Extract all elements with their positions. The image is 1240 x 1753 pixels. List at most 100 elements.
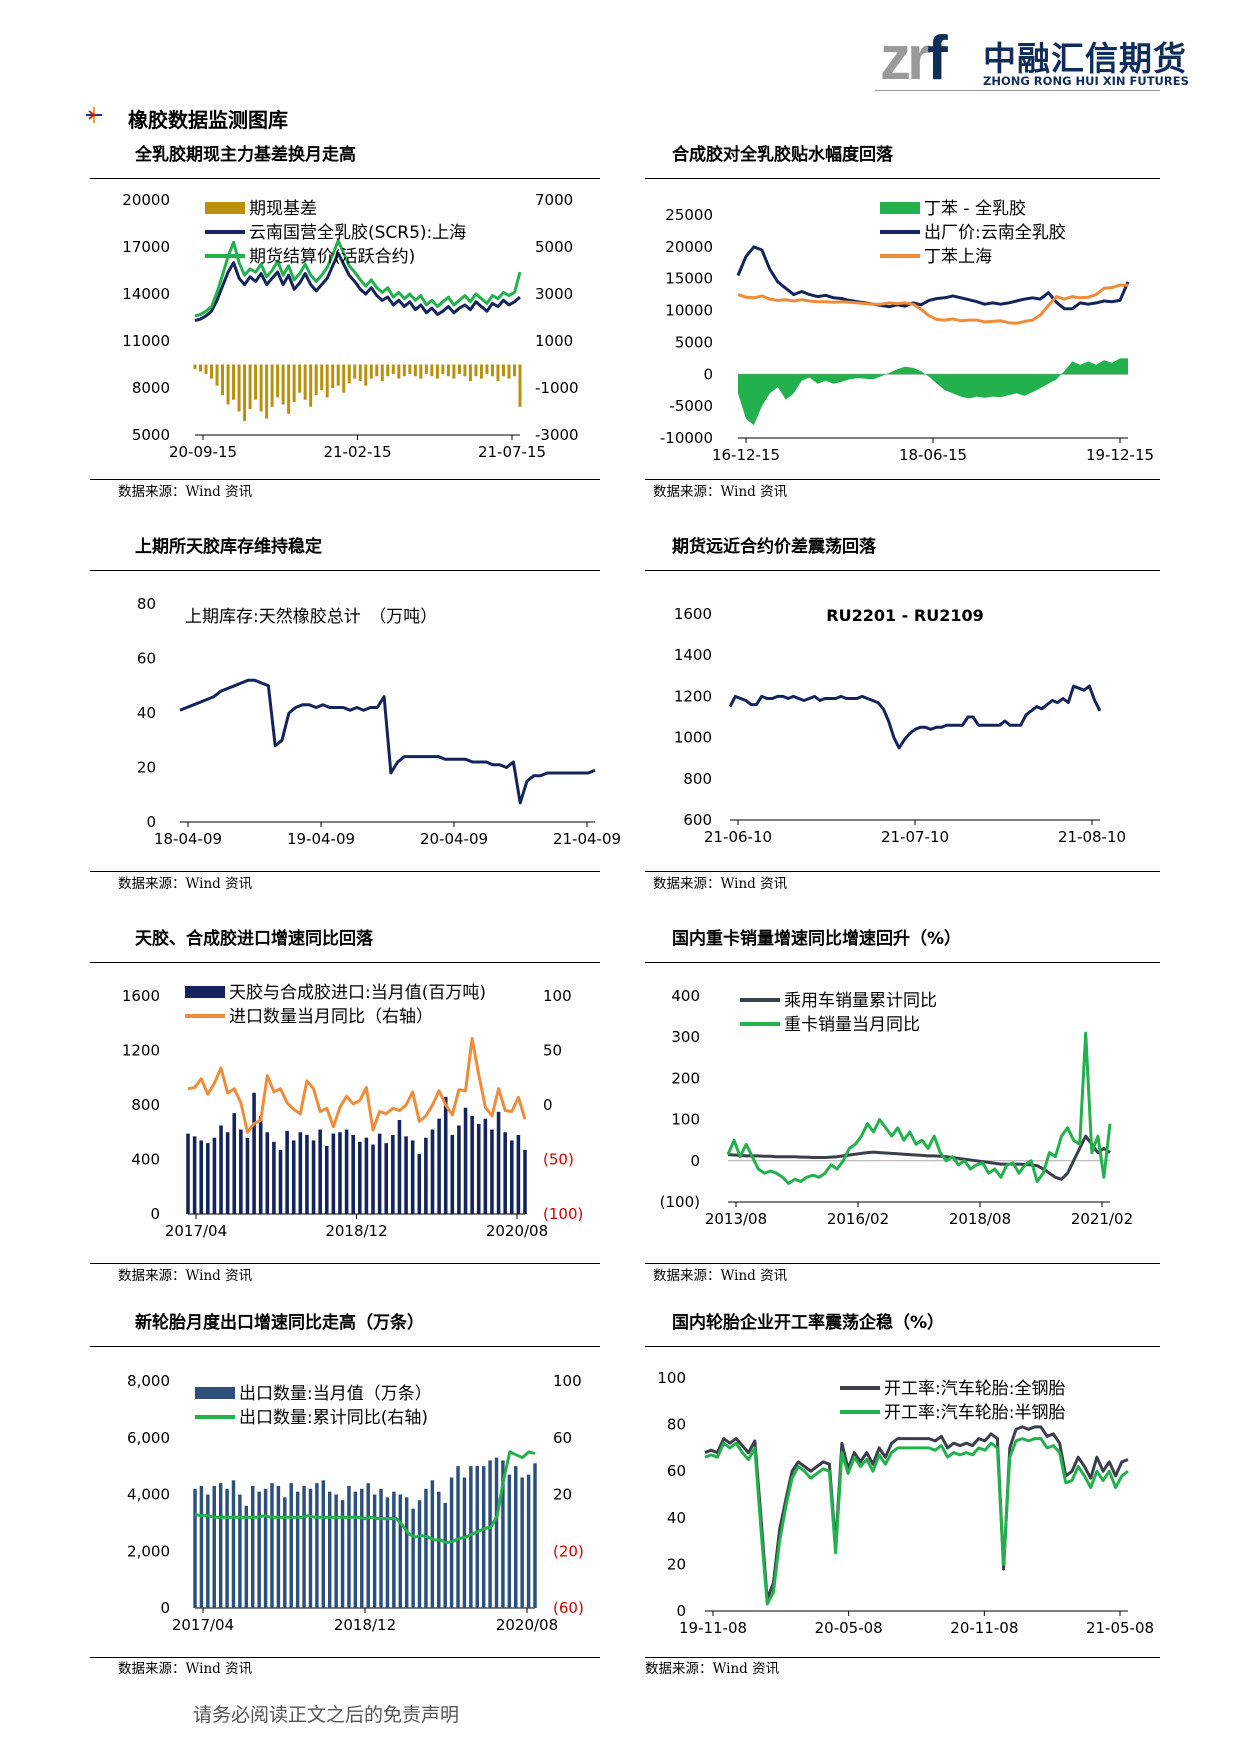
bar-mark bbox=[385, 1497, 390, 1608]
y-tick-label: 20 bbox=[667, 1555, 686, 1573]
y-tick-label: 400 bbox=[671, 987, 700, 1005]
bar-mark bbox=[225, 1488, 229, 1608]
chart-source: 数据来源：Wind 资讯 bbox=[653, 876, 788, 892]
bar-mark bbox=[391, 1134, 395, 1214]
y-tick-label: 5000 bbox=[675, 333, 713, 351]
bar-mark bbox=[302, 1485, 306, 1608]
chart-frame bbox=[645, 178, 1160, 480]
bar-mark bbox=[430, 364, 434, 377]
bar-mark bbox=[272, 1141, 276, 1214]
x-tick-label: 2016/02 bbox=[827, 1210, 889, 1228]
bar-mark bbox=[437, 1491, 441, 1608]
x-tick-label: 18-04-09 bbox=[154, 830, 222, 848]
y-tick-label: 40 bbox=[137, 704, 156, 722]
bar-mark bbox=[474, 364, 478, 377]
bar-mark bbox=[507, 364, 511, 379]
bar-mark bbox=[212, 1485, 216, 1608]
bar-mark bbox=[372, 1494, 377, 1608]
area-series bbox=[738, 358, 1128, 426]
bar-mark bbox=[252, 1092, 256, 1214]
y2-tick-label: -3000 bbox=[535, 426, 579, 444]
bar-mark bbox=[309, 364, 313, 407]
bar-mark bbox=[410, 1140, 415, 1214]
bar-mark bbox=[318, 1129, 322, 1214]
y-tick-label: 4,000 bbox=[127, 1486, 170, 1504]
y2-tick-label: 0 bbox=[543, 1096, 553, 1114]
line-series bbox=[737, 283, 1128, 325]
y-tick-label: 100 bbox=[671, 1111, 700, 1129]
bar-mark bbox=[526, 1474, 531, 1608]
bar-mark bbox=[397, 1119, 402, 1214]
x-tick-label: 21-08-10 bbox=[1058, 828, 1126, 846]
bar-mark bbox=[199, 1485, 204, 1608]
bar-mark bbox=[402, 364, 406, 377]
bar-mark bbox=[483, 1118, 488, 1214]
bar-mark bbox=[456, 1466, 460, 1608]
bar-mark bbox=[369, 364, 373, 379]
y-tick-label: 1000 bbox=[674, 729, 712, 747]
bar-mark bbox=[340, 1500, 345, 1608]
bar-mark bbox=[404, 1136, 408, 1214]
bar-mark bbox=[199, 364, 202, 372]
x-tick-label: 20-05-08 bbox=[815, 1619, 883, 1637]
chart-title: 国内轮胎企业开工率震荡企稳（%） bbox=[672, 1313, 945, 1333]
bar-mark bbox=[470, 1115, 474, 1214]
y-tick-label: 600 bbox=[683, 811, 712, 829]
x-tick-label: 16-12-15 bbox=[712, 446, 780, 464]
y2-tick-label: 60 bbox=[553, 1429, 572, 1447]
y-tick-label: 40 bbox=[667, 1509, 686, 1527]
x-tick-label: 2017/04 bbox=[165, 1222, 227, 1240]
legend-label: 出口数量:当月值（万条） bbox=[239, 1384, 432, 1404]
y-tick-label: 1200 bbox=[674, 687, 712, 705]
bar-mark bbox=[397, 364, 401, 379]
y2-tick-label: -1000 bbox=[535, 379, 579, 397]
bar-mark bbox=[463, 1107, 468, 1214]
bar-mark bbox=[507, 1474, 512, 1608]
y-tick-label: 0 bbox=[690, 1152, 700, 1170]
chart-frame bbox=[645, 962, 1160, 1264]
y-tick-label: 2,000 bbox=[127, 1542, 170, 1560]
footer-disclaimer: 请务必阅读正文之后的免责声明 bbox=[193, 1704, 460, 1726]
bar-mark bbox=[457, 1125, 461, 1214]
legend-label: RU2201 - RU2109 bbox=[826, 606, 983, 625]
bar-mark bbox=[377, 1133, 382, 1214]
y-tick-label: 5000 bbox=[132, 426, 170, 444]
bar-mark bbox=[204, 364, 208, 374]
line-series bbox=[187, 1037, 527, 1134]
bar-mark bbox=[419, 364, 423, 379]
bar-mark bbox=[278, 1149, 283, 1214]
x-tick-label: 2017/04 bbox=[172, 1616, 234, 1634]
bar-mark bbox=[413, 364, 417, 377]
bar-mark bbox=[206, 1143, 210, 1214]
bar-mark bbox=[501, 1460, 505, 1608]
legend-label: 期现基差 bbox=[249, 199, 317, 219]
x-tick-label: 21-07-15 bbox=[478, 443, 546, 461]
header-divider bbox=[875, 90, 1160, 91]
bar-mark bbox=[476, 1124, 481, 1214]
bar-mark bbox=[276, 1485, 281, 1608]
y2-tick-label: 5000 bbox=[535, 238, 573, 256]
y-tick-label: 0 bbox=[676, 1602, 686, 1620]
bar-mark bbox=[289, 1483, 293, 1608]
y2-tick-label: 100 bbox=[553, 1372, 582, 1390]
x-tick-label: 2021/02 bbox=[1071, 1210, 1133, 1228]
line-series bbox=[726, 1031, 1112, 1185]
x-tick-label: 19-12-15 bbox=[1086, 446, 1154, 464]
chart-title: 合成胶对全乳胶贴水幅度回落 bbox=[672, 145, 893, 165]
bar-mark bbox=[315, 1483, 319, 1608]
bar-mark bbox=[490, 1129, 494, 1214]
bar-mark bbox=[186, 1133, 190, 1214]
line-series bbox=[179, 678, 596, 805]
bar-mark bbox=[308, 1488, 313, 1608]
bar-mark bbox=[496, 364, 500, 381]
x-tick-label: 20-11-08 bbox=[950, 1619, 1018, 1637]
chart-source: 数据来源：Wind 资讯 bbox=[653, 1268, 788, 1284]
line-series bbox=[704, 1437, 1129, 1606]
bar-mark bbox=[257, 1491, 261, 1608]
bar-mark bbox=[221, 364, 225, 396]
legend-label: 进口数量当月同比（右轴） bbox=[229, 1007, 433, 1027]
chart-frame bbox=[645, 570, 1160, 872]
bar-mark bbox=[485, 364, 489, 374]
